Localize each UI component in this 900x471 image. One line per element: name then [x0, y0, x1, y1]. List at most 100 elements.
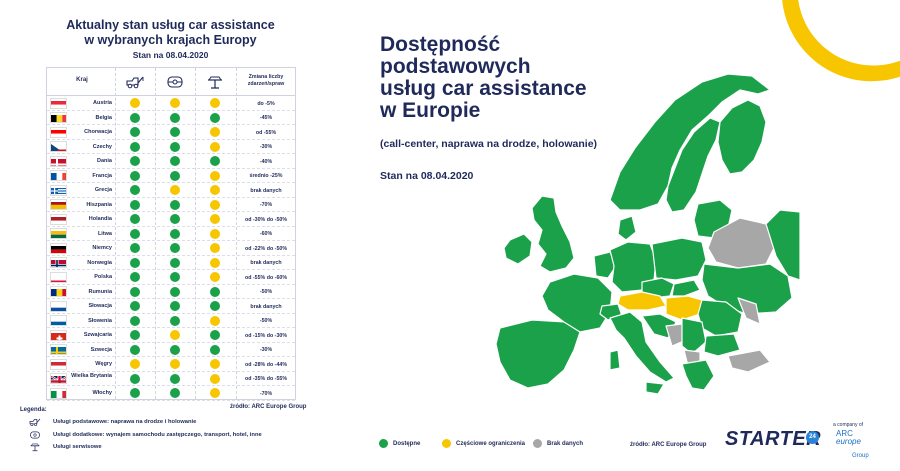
change-value: -30% [259, 144, 273, 150]
sun-arc-decoration [782, 0, 900, 82]
country-name: Włochy [92, 390, 112, 396]
change-value: -50% [259, 318, 273, 324]
country-name: Norwegia [87, 259, 112, 266]
arc-company-of: a company of [833, 422, 864, 428]
change-value: brak danych [250, 260, 282, 266]
country-name: Chorwacja [84, 129, 112, 135]
country-name: Dania [97, 158, 112, 164]
map-region-ireland [503, 233, 533, 265]
table-title: Aktualny stan usług car assistance w wyb… [48, 18, 293, 48]
status-basic-dot [130, 373, 140, 384]
change-value: -70% [259, 390, 273, 397]
flag-lt-icon [50, 228, 67, 240]
header-change: Zmiana liczby zdarzeń/spraw [247, 74, 285, 87]
arc-group: Group [852, 453, 869, 459]
country-name: Niemcy [92, 245, 112, 251]
status-basic-dot [130, 359, 140, 370]
flag-at-icon [50, 97, 67, 109]
map-region-hungary [665, 295, 703, 321]
table-source: źródło: ARC Europe Group [230, 404, 307, 410]
status-basic-dot [130, 141, 140, 152]
change-value: -60% [259, 231, 273, 237]
table-row: Grecja brak danych [47, 183, 295, 198]
map-date: Stan na 08.04.2020 [380, 170, 474, 182]
status-service-dot [210, 388, 220, 399]
status-extra-dot [170, 272, 180, 283]
status-service-dot [210, 127, 220, 138]
table-row: Słowacja brak danych [47, 299, 295, 314]
country-name: Wielka Brytania [71, 373, 112, 379]
flag-de-icon [50, 242, 67, 254]
change-value: -40% [259, 158, 273, 165]
change-value: od -35% do -55% [244, 376, 288, 382]
steering-wheel-icon [30, 431, 40, 438]
map-region-slovakia [671, 279, 701, 297]
arc-logo-line: europe [836, 437, 861, 446]
change-value: od -22% do -50% [244, 245, 288, 252]
table-row: Hiszpania -70% [47, 198, 295, 212]
table-row: Rumunia -50% [47, 285, 295, 299]
legend-available: Dostępne [393, 441, 421, 447]
status-service-dot [210, 315, 220, 326]
table-row: Szwajcaria od -15% do -30% [47, 328, 295, 343]
change-value: od -28% do -44% [244, 361, 288, 368]
change-value: -45% [259, 115, 273, 121]
status-extra-dot [170, 112, 180, 123]
country-name: Holandia [88, 216, 112, 222]
status-basic-dot [130, 170, 140, 181]
map-title-line: podstawowych [380, 55, 531, 78]
status-basic-dot [130, 272, 140, 283]
table-row: Norwegia brak danych [47, 256, 295, 270]
map-region-finland [717, 99, 767, 175]
country-name: Grecja [94, 187, 112, 193]
flag-es-icon [50, 199, 67, 211]
map-region-turkey [727, 349, 771, 373]
starter-logo: STARTER [725, 428, 822, 450]
status-service-dot [210, 286, 220, 297]
flag-dk-icon [50, 155, 67, 167]
status-basic-dot [130, 315, 140, 326]
legend-none: Brak danych [547, 441, 584, 447]
status-basic-dot [130, 388, 140, 399]
arc-europe-logo: ARC europe [836, 430, 861, 446]
change-value: -50% [259, 289, 273, 295]
change-value: od -15% do -30% [244, 332, 288, 339]
status-extra-dot [170, 141, 180, 152]
status-service-dot [210, 373, 220, 384]
legend-available-dot [379, 439, 388, 448]
table-row: Szwecja -30% [47, 343, 295, 357]
table-row: Węgry od -28% do -44% [47, 357, 295, 372]
change-value: do -5% [257, 100, 275, 107]
table-row: Belgia -45% [47, 111, 295, 125]
status-extra-dot [170, 243, 180, 254]
status-service-dot [210, 170, 220, 181]
status-extra-dot [170, 170, 180, 181]
change-value: od -55% [255, 129, 277, 136]
status-service-dot [210, 243, 220, 254]
flag-fr-icon [50, 170, 67, 182]
status-extra-dot [170, 185, 180, 196]
country-name: Hiszpania [86, 201, 112, 208]
status-service-dot [210, 112, 220, 123]
legend-text: Usługi dodatkowe: wynajem samochodu zast… [53, 431, 262, 438]
status-service-dot [210, 214, 220, 225]
flag-pl-icon [50, 271, 67, 283]
table-divider [236, 68, 237, 399]
map-region-iberia [495, 319, 581, 389]
country-name: Polska [94, 274, 112, 280]
table-divider [155, 68, 156, 399]
table-title-line1: Aktualny stan usług car assistance [66, 18, 275, 32]
change-value: brak danych [250, 303, 282, 310]
country-name: Litwa [97, 230, 112, 237]
flag-ro-icon [50, 286, 67, 298]
status-extra-dot [170, 156, 180, 167]
flag-gb-icon [50, 373, 67, 385]
status-basic-dot [130, 112, 140, 123]
country-name: Szwajcaria [83, 332, 112, 338]
table-row: Chorwacja od -55% [47, 125, 295, 140]
status-service-dot [210, 330, 220, 341]
table-row: Włochy -70% [47, 386, 295, 401]
table-row: Francja średnio -25% [47, 169, 295, 183]
status-extra-dot [170, 98, 180, 109]
flag-si-icon [50, 315, 67, 327]
